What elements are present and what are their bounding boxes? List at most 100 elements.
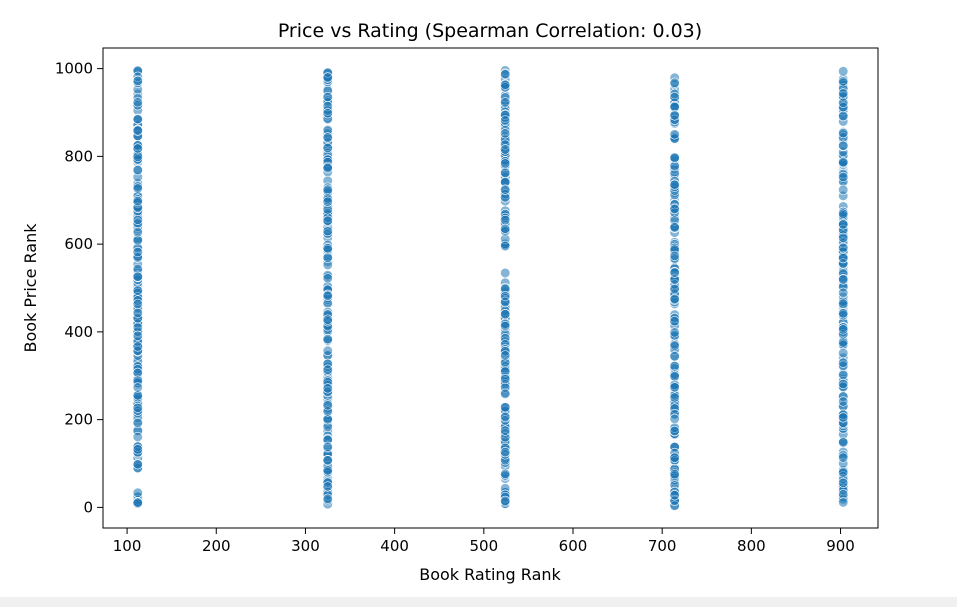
data-point — [322, 243, 333, 254]
data-point — [322, 383, 333, 394]
data-point — [322, 108, 333, 119]
data-point — [669, 110, 680, 121]
data-point — [838, 357, 849, 368]
data-point — [132, 75, 143, 86]
data-point — [500, 402, 511, 413]
data-point — [132, 246, 143, 258]
data-point — [838, 88, 849, 99]
data-point — [669, 425, 680, 437]
data-point — [322, 163, 333, 174]
data-point — [322, 91, 333, 103]
data-point — [669, 129, 680, 140]
y-tick-label: 400 — [64, 323, 93, 341]
data-point — [322, 196, 333, 207]
data-point — [669, 392, 680, 403]
data-point — [838, 369, 849, 381]
data-point — [500, 158, 511, 169]
data-point — [132, 417, 143, 429]
data-point — [669, 283, 680, 295]
data-point — [132, 227, 143, 238]
data-point — [500, 214, 511, 226]
data-point — [132, 444, 143, 455]
data-point — [838, 298, 849, 309]
x-tick-label: 100 — [113, 537, 142, 555]
data-point — [838, 324, 849, 335]
data-point — [322, 493, 333, 504]
x-tick-label: 800 — [737, 537, 766, 555]
data-point — [838, 337, 849, 348]
data-point — [838, 477, 849, 488]
data-point — [669, 469, 680, 480]
data-point — [838, 347, 849, 359]
x-tick-label: 300 — [291, 537, 320, 555]
x-tick-label: 200 — [202, 537, 231, 555]
data-point — [838, 76, 849, 87]
y-tick-label: 0 — [83, 498, 93, 516]
data-point — [838, 287, 849, 298]
data-point — [322, 215, 333, 226]
data-point — [132, 114, 143, 125]
data-point — [132, 459, 143, 470]
data-point — [132, 196, 143, 207]
data-point — [132, 285, 143, 296]
data-point — [132, 497, 143, 508]
data-point — [669, 371, 680, 382]
data-point — [500, 309, 511, 320]
y-tick-label: 1000 — [55, 60, 93, 78]
data-point — [838, 396, 849, 407]
y-tick-label: 800 — [64, 147, 93, 165]
data-point — [500, 223, 511, 234]
data-point — [669, 340, 680, 351]
data-point — [322, 142, 333, 154]
data-point — [132, 431, 143, 443]
points-layer — [132, 65, 849, 511]
data-point — [838, 208, 849, 219]
x-tick-label: 400 — [380, 537, 409, 555]
data-point — [500, 115, 511, 126]
data-point — [322, 290, 333, 301]
data-point — [838, 242, 849, 254]
x-tick-label: 700 — [648, 537, 677, 555]
data-point — [500, 97, 511, 108]
y-tick-label: 600 — [64, 235, 93, 253]
data-point — [669, 316, 680, 327]
data-point — [500, 290, 511, 302]
data-point — [500, 184, 511, 195]
data-point — [838, 252, 849, 264]
data-point — [838, 171, 849, 183]
data-point — [669, 92, 680, 103]
data-point — [838, 378, 849, 390]
data-point — [500, 320, 511, 332]
data-point — [322, 226, 333, 237]
data-point — [500, 69, 511, 80]
data-point — [669, 222, 680, 233]
data-point — [132, 271, 143, 282]
data-point — [500, 447, 511, 458]
data-point — [669, 351, 680, 362]
data-point — [838, 128, 849, 139]
data-point — [132, 487, 143, 498]
chart-title: Price vs Rating (Spearman Correlation: 0… — [278, 20, 702, 42]
data-point — [132, 341, 143, 352]
data-point — [322, 314, 333, 325]
y-tick-label: 200 — [64, 411, 93, 429]
data-point — [669, 327, 680, 338]
data-point — [500, 350, 511, 361]
data-point — [500, 79, 511, 91]
x-tick-label: 600 — [559, 537, 588, 555]
data-point — [838, 66, 849, 77]
data-point — [132, 165, 143, 176]
data-point — [669, 293, 680, 304]
data-point — [669, 101, 680, 113]
data-point — [132, 402, 143, 413]
data-point — [132, 330, 143, 341]
data-point — [838, 111, 849, 122]
data-point — [322, 333, 333, 345]
data-point — [500, 144, 511, 155]
data-point — [500, 373, 511, 385]
y-axis-label: Book Price Rank — [21, 223, 40, 353]
data-point — [838, 219, 849, 230]
data-point — [669, 203, 680, 214]
